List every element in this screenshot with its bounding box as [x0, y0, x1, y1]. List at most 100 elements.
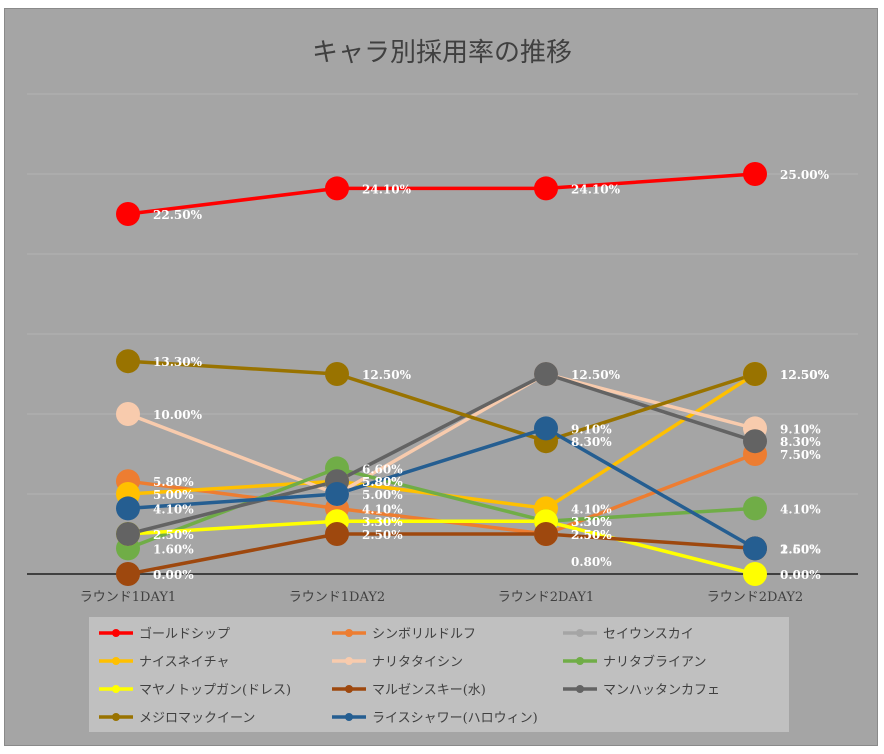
data-label: 7.50% [780, 448, 821, 462]
gridlines [27, 93, 858, 495]
series-line [127, 172, 756, 216]
data-point [116, 349, 140, 374]
data-label: 10.00% [153, 408, 203, 422]
data-label: 0.00% [153, 568, 194, 582]
data-label: 24.10% [362, 182, 412, 196]
legend-item: シンボリルドルフ [332, 627, 476, 642]
data-point [116, 402, 140, 426]
legend-item: メジロマックイーン [99, 711, 255, 726]
legend-item: ナイスネイチャ [99, 655, 229, 670]
data-label: 5.00% [153, 488, 194, 502]
data-point [116, 496, 140, 521]
data-point [743, 362, 767, 386]
data-point [116, 522, 140, 546]
data-point [534, 176, 558, 201]
data-label: 24.10% [571, 182, 621, 196]
legend-swatch-marker [345, 657, 353, 665]
data-point [743, 496, 767, 521]
legend-swatch-marker [112, 629, 120, 637]
legend-swatch-marker [345, 713, 353, 721]
data-label: 2.50% [571, 528, 612, 542]
data-label: 6.60% [362, 462, 403, 476]
legend-label: マンハッタンカフェ [603, 683, 720, 698]
data-label: 4.10% [571, 502, 612, 516]
legend-label: マヤノトップガン(ドレス) [139, 683, 291, 698]
legend-label: ゴールドシップ [139, 626, 230, 642]
legend-label: ナイスネイチャ [139, 655, 229, 670]
legend-item: マヤノトップガン(ドレス) [99, 683, 291, 698]
series-lines [127, 172, 756, 576]
data-label: 5.00% [362, 488, 403, 502]
data-point [743, 536, 767, 561]
legend-item: マンハッタンカフェ [563, 683, 720, 698]
legend-item: ゴールドシップ [99, 626, 230, 642]
data-label: 12.50% [571, 368, 621, 382]
data-point [116, 202, 140, 226]
data-label: 8.30% [571, 435, 612, 449]
legend-label: ナリタブライアン [603, 654, 706, 670]
data-label: 2.50% [153, 528, 194, 542]
legend-swatch-marker [112, 657, 120, 665]
data-label: 9.10% [780, 422, 821, 436]
series-line [127, 359, 756, 443]
data-labels: 22.50% 24.10% 24.10% 25.00% 5.80% 4.10% 2.50% 7… [153, 168, 830, 582]
data-point [534, 522, 558, 546]
data-point [325, 362, 349, 386]
data-label: 2.50% [362, 528, 403, 542]
data-label: 4.10% [780, 502, 821, 516]
x-axis-ticks: ラウンド1DAY1 ラウンド1DAY2 ラウンド2DAY1 ラウンド2DAY2 [80, 590, 803, 605]
legend-label: セイウンスカイ [603, 627, 694, 642]
line-chart: キャラ別採用率の推移 ラウンド1DAY1 ラウンド1DAY2 ラウンド2DAY1… [27, 38, 858, 732]
legend-swatch-marker [112, 713, 120, 721]
legend-swatch-marker [576, 685, 584, 693]
legend-label: ナリタタイシン [372, 655, 463, 670]
chart-area: キャラ別採用率の推移 ラウンド1DAY1 ラウンド1DAY2 ラウンド2DAY1… [4, 8, 878, 746]
series-line [127, 372, 756, 536]
legend-swatch-marker [345, 629, 353, 637]
data-point [116, 562, 140, 586]
legend-item: ライスシャワー(ハロウィン) [332, 711, 538, 726]
data-point [743, 562, 767, 586]
series-line [127, 519, 756, 576]
data-point [743, 162, 767, 186]
data-label: 0.80% [571, 555, 612, 569]
legend-label: マルゼンスキー(水) [372, 683, 486, 698]
data-label: 3.30% [571, 515, 612, 529]
legend-swatch-marker [345, 685, 353, 693]
data-point [534, 362, 558, 386]
series-markers [116, 162, 767, 586]
data-label: 3.30% [571, 515, 612, 529]
data-label: 13.30% [153, 355, 203, 369]
chart-title: キャラ別採用率の推移 [312, 38, 572, 68]
data-point [534, 416, 558, 441]
data-label: 4.10% [153, 502, 194, 516]
data-label: 8.30% [780, 435, 821, 449]
legend-box [89, 617, 789, 732]
legend-swatch-marker [576, 629, 584, 637]
data-label: 2.50% [780, 542, 821, 556]
legend-label: メジロマックイーン [139, 711, 255, 726]
data-label: 9.10% [571, 422, 612, 436]
data-label: 12.50% [780, 368, 830, 382]
data-label: 5.80% [362, 475, 403, 489]
data-label: 25.00% [780, 168, 830, 182]
x-tick-label: ラウンド1DAY2 [289, 590, 385, 605]
legend-item: マルゼンスキー(水) [332, 683, 486, 698]
x-tick-label: ラウンド1DAY1 [80, 590, 176, 605]
legend-item: セイウンスカイ [563, 627, 694, 642]
data-label: 1.60% [780, 542, 821, 556]
data-label: 1.60% [153, 542, 194, 556]
data-point [325, 176, 349, 201]
series-line [127, 466, 756, 551]
data-point [325, 482, 349, 506]
data-label: 12.50% [780, 368, 830, 382]
legend-item: ナリタブライアン [563, 654, 706, 670]
data-label: 0.00% [780, 568, 821, 582]
series-line [127, 372, 756, 496]
series-line [127, 532, 756, 576]
x-tick-label: ラウンド2DAY2 [707, 590, 803, 605]
data-label: 22.50% [153, 208, 203, 222]
data-label: 4.10% [362, 502, 403, 516]
legend-item: ナリタタイシン [332, 655, 463, 670]
